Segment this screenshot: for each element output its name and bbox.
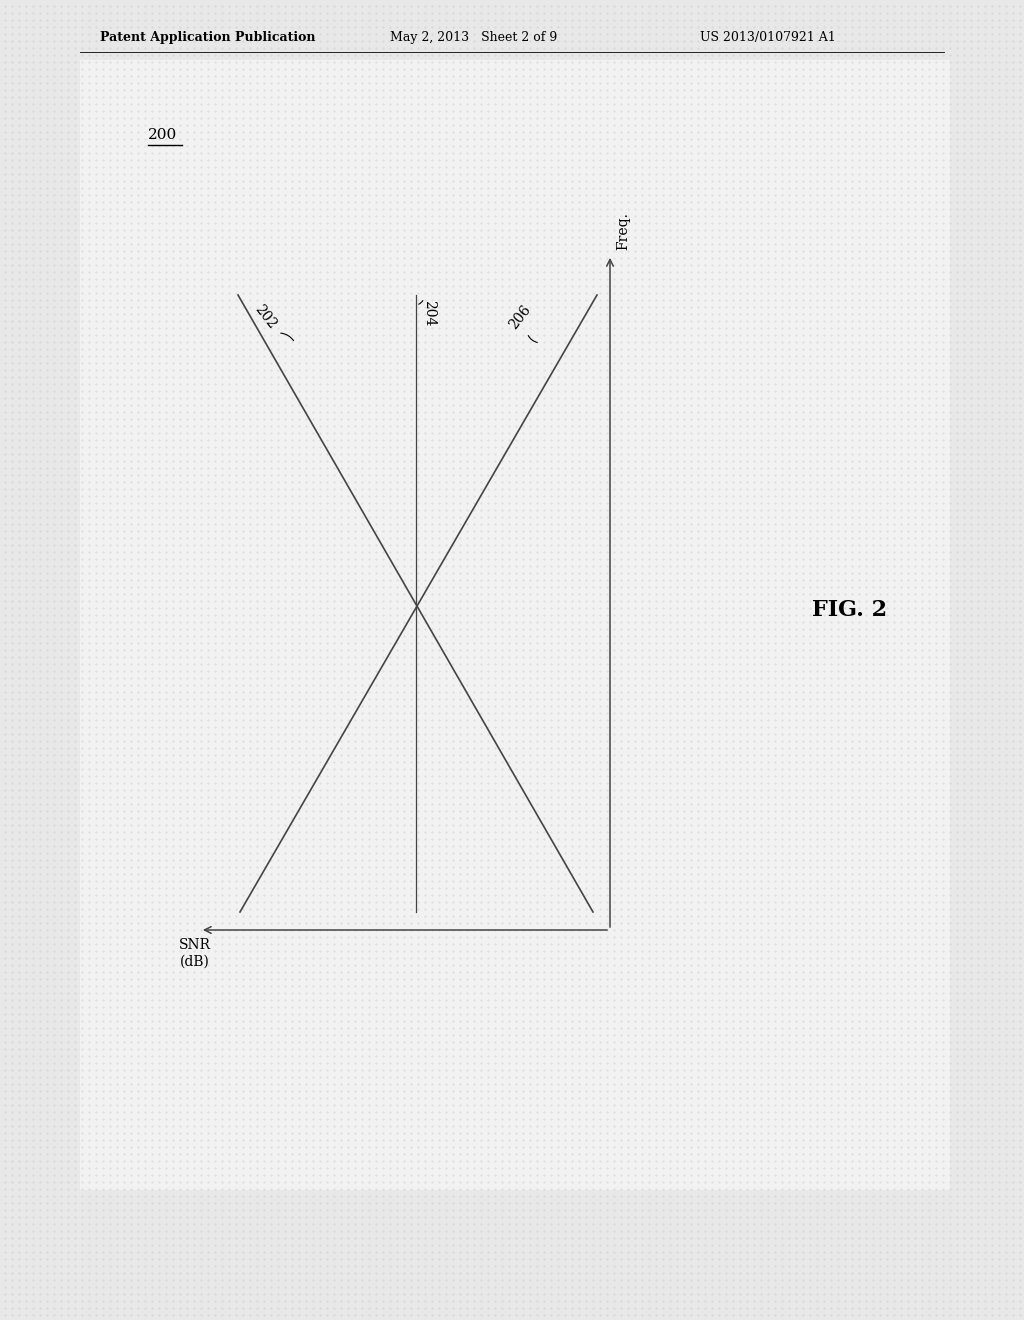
Text: May 2, 2013   Sheet 2 of 9: May 2, 2013 Sheet 2 of 9 <box>390 32 557 45</box>
Text: SNR: SNR <box>179 939 211 952</box>
FancyBboxPatch shape <box>80 59 950 1191</box>
Text: US 2013/0107921 A1: US 2013/0107921 A1 <box>700 32 836 45</box>
Text: 200: 200 <box>148 128 177 143</box>
Text: 202: 202 <box>252 302 280 333</box>
Text: (dB): (dB) <box>180 954 210 969</box>
Text: Freq.: Freq. <box>616 213 630 249</box>
Text: FIG. 2: FIG. 2 <box>812 599 888 620</box>
Text: 206: 206 <box>506 302 534 333</box>
Text: 204: 204 <box>422 300 436 326</box>
Text: Patent Application Publication: Patent Application Publication <box>100 32 315 45</box>
